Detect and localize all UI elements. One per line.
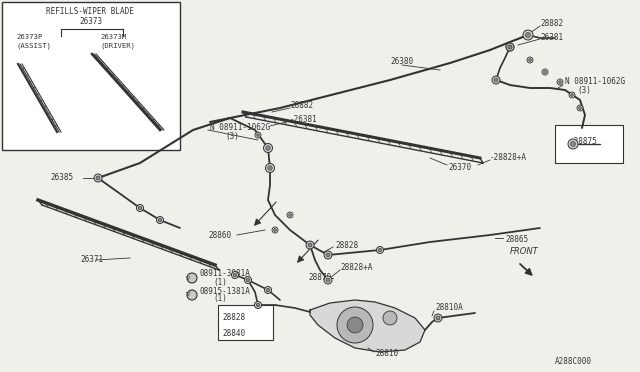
Circle shape	[232, 272, 239, 279]
Circle shape	[272, 227, 278, 233]
Circle shape	[255, 132, 261, 138]
Circle shape	[434, 314, 442, 322]
Circle shape	[494, 78, 498, 82]
Circle shape	[244, 276, 252, 283]
Circle shape	[523, 30, 533, 40]
Circle shape	[347, 317, 363, 333]
Circle shape	[383, 311, 397, 325]
Circle shape	[527, 57, 533, 63]
Text: 28828+A: 28828+A	[340, 263, 372, 273]
Circle shape	[94, 174, 102, 182]
Text: 26373P: 26373P	[16, 34, 42, 40]
Text: V: V	[186, 276, 190, 280]
Circle shape	[569, 92, 575, 98]
Circle shape	[326, 278, 330, 282]
Circle shape	[506, 43, 514, 51]
Circle shape	[308, 243, 312, 247]
Text: -28875: -28875	[570, 138, 598, 147]
Circle shape	[326, 253, 330, 257]
Circle shape	[506, 43, 514, 51]
Circle shape	[264, 286, 271, 294]
Text: (1): (1)	[213, 278, 227, 286]
Text: -28828+A: -28828+A	[490, 154, 527, 163]
Circle shape	[136, 205, 143, 212]
Circle shape	[255, 301, 262, 308]
Circle shape	[158, 218, 162, 222]
Circle shape	[264, 144, 273, 153]
Circle shape	[570, 141, 575, 147]
Text: 28840: 28840	[222, 328, 245, 337]
Circle shape	[508, 45, 512, 49]
Text: 28870: 28870	[308, 273, 331, 282]
Text: 28828: 28828	[222, 314, 245, 323]
Text: 26370: 26370	[448, 164, 471, 173]
Circle shape	[557, 79, 563, 85]
Polygon shape	[310, 300, 425, 352]
Text: (3): (3)	[225, 132, 239, 141]
Circle shape	[543, 71, 547, 73]
Text: 26380: 26380	[390, 58, 413, 67]
Text: A288C000: A288C000	[555, 357, 592, 366]
Circle shape	[525, 32, 531, 38]
Text: 26373: 26373	[79, 16, 102, 26]
Circle shape	[96, 176, 100, 180]
Circle shape	[268, 166, 272, 170]
Circle shape	[559, 81, 561, 83]
Text: 26373M: 26373M	[100, 34, 126, 40]
Circle shape	[306, 241, 314, 249]
Text: REFILLS-WIPER BLADE: REFILLS-WIPER BLADE	[46, 6, 134, 16]
Text: 26371: 26371	[80, 256, 103, 264]
Circle shape	[256, 303, 260, 307]
Circle shape	[529, 59, 531, 61]
FancyBboxPatch shape	[555, 125, 623, 163]
Circle shape	[508, 45, 512, 49]
Text: V: V	[186, 292, 190, 298]
Text: 28828: 28828	[335, 241, 358, 250]
Circle shape	[376, 247, 383, 253]
Text: N 08911-1062G: N 08911-1062G	[565, 77, 625, 87]
Text: (DRIVER): (DRIVER)	[100, 43, 135, 49]
Text: 28882: 28882	[540, 19, 563, 28]
Circle shape	[492, 76, 500, 84]
Text: N 08911-1062G: N 08911-1062G	[210, 124, 270, 132]
Circle shape	[324, 251, 332, 259]
Circle shape	[266, 146, 270, 150]
Circle shape	[542, 69, 548, 75]
Circle shape	[287, 212, 293, 218]
Circle shape	[337, 307, 373, 343]
Text: -26381: -26381	[290, 115, 317, 124]
Circle shape	[579, 107, 581, 109]
Text: (1): (1)	[213, 295, 227, 304]
Text: 28865: 28865	[505, 235, 528, 244]
Circle shape	[274, 229, 276, 231]
Circle shape	[378, 248, 381, 252]
Text: 28810: 28810	[375, 350, 398, 359]
Circle shape	[187, 273, 197, 283]
Circle shape	[138, 206, 141, 210]
Circle shape	[187, 290, 197, 300]
Text: 08911-3081A: 08911-3081A	[200, 269, 251, 279]
Circle shape	[157, 217, 163, 224]
Circle shape	[324, 276, 332, 284]
Circle shape	[571, 94, 573, 96]
Circle shape	[257, 134, 259, 137]
Circle shape	[577, 105, 583, 111]
Text: (3): (3)	[577, 86, 591, 94]
Circle shape	[568, 139, 578, 149]
Circle shape	[436, 316, 440, 320]
Circle shape	[246, 278, 250, 282]
Circle shape	[266, 288, 269, 292]
Text: 28860: 28860	[208, 231, 231, 240]
Text: (ASSIST): (ASSIST)	[16, 43, 51, 49]
Circle shape	[289, 214, 291, 217]
FancyBboxPatch shape	[2, 2, 180, 150]
Text: FRONT: FRONT	[510, 247, 539, 256]
FancyBboxPatch shape	[218, 305, 273, 340]
Text: 28882: 28882	[290, 102, 313, 110]
Circle shape	[233, 273, 237, 277]
Text: 08915-1381A: 08915-1381A	[200, 286, 251, 295]
Text: 28810A: 28810A	[435, 304, 463, 312]
Text: 26385: 26385	[50, 173, 73, 183]
Text: 26381: 26381	[540, 32, 563, 42]
